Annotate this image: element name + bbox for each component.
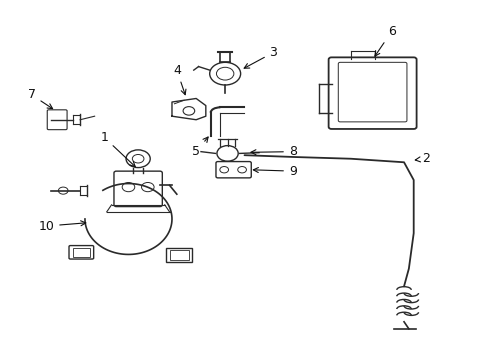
Text: 1: 1 [100,131,135,167]
Text: 3: 3 [244,46,277,68]
Text: 6: 6 [374,24,395,56]
Text: 4: 4 [173,64,185,95]
Text: 8: 8 [250,145,296,158]
Text: 5: 5 [192,137,208,158]
Text: 7: 7 [28,89,53,109]
Text: 9: 9 [253,165,296,177]
Text: 10: 10 [38,220,85,233]
Text: 2: 2 [414,152,429,165]
